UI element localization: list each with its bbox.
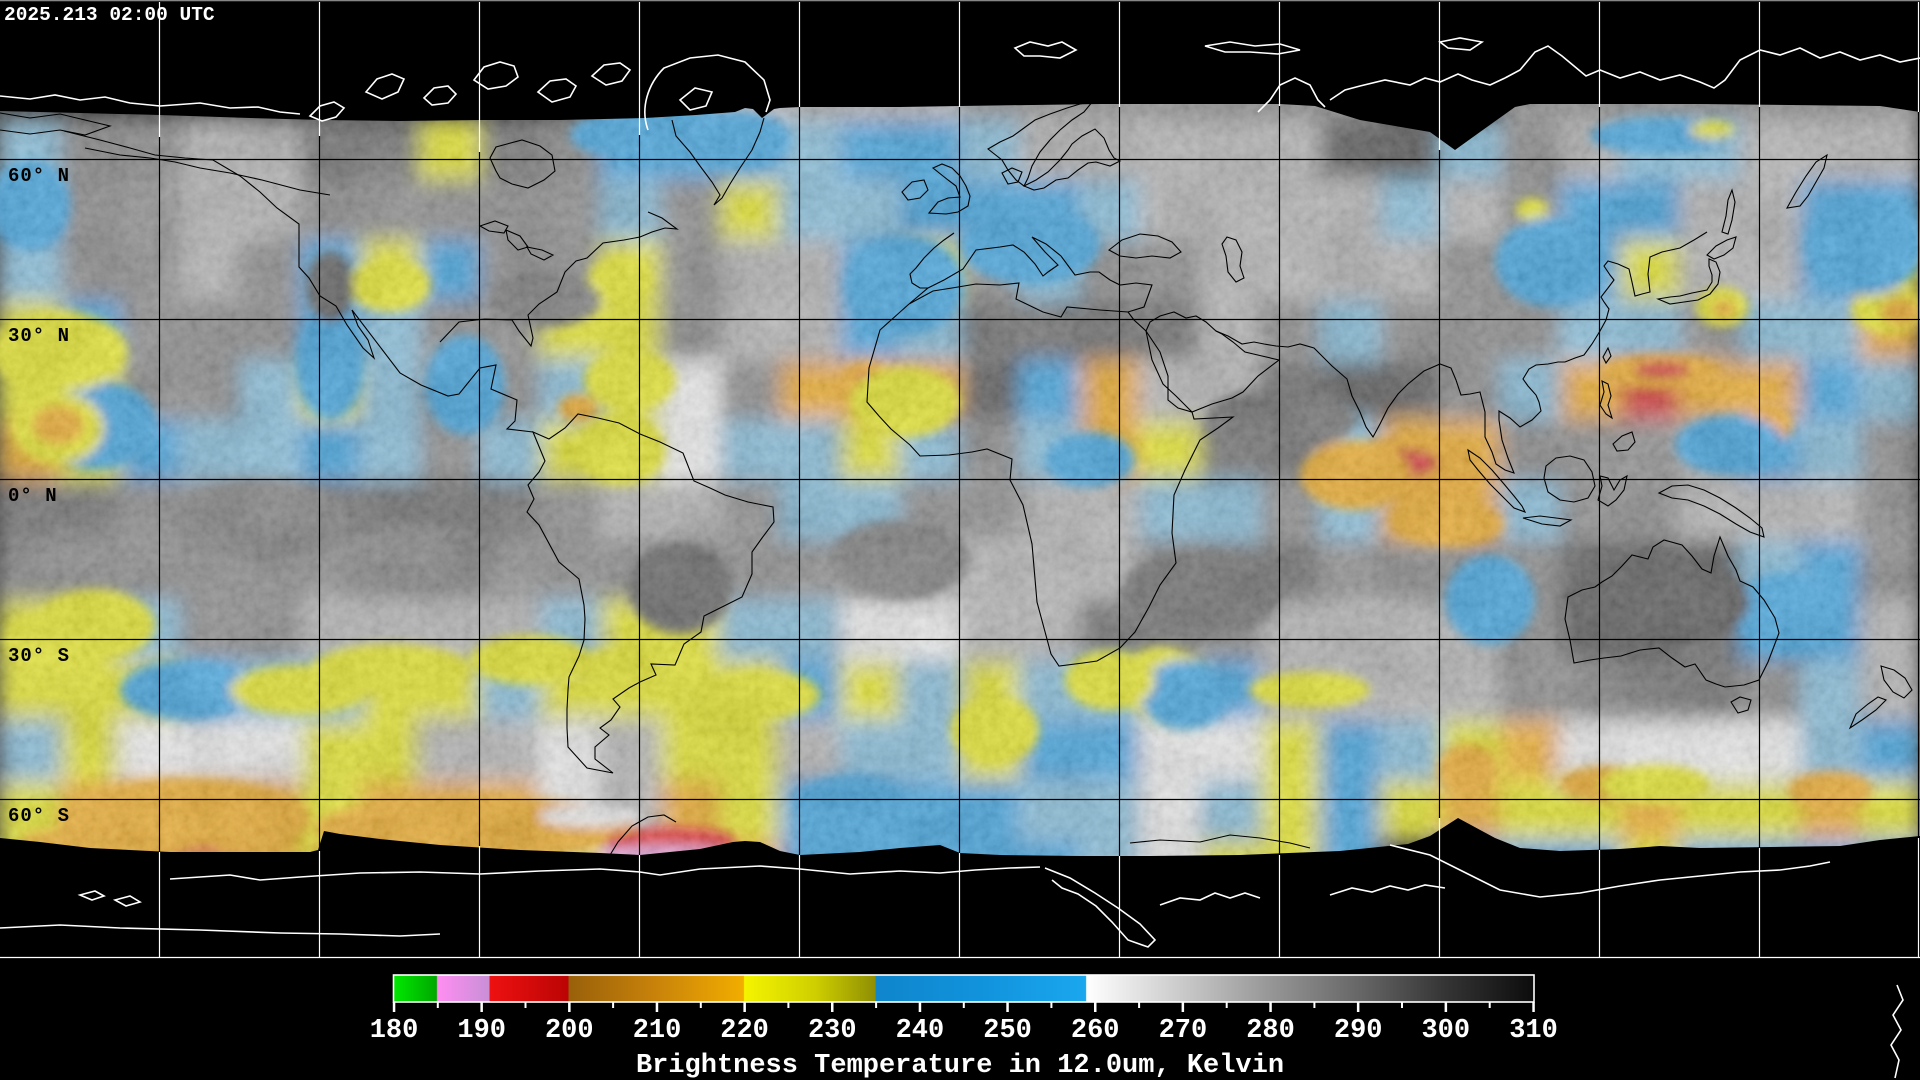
- svg-text:290: 290: [1334, 1016, 1383, 1046]
- svg-text:60° S: 60° S: [8, 805, 70, 827]
- svg-text:230: 230: [808, 1016, 857, 1046]
- svg-text:260: 260: [1071, 1016, 1120, 1046]
- svg-text:300: 300: [1421, 1016, 1470, 1046]
- svg-text:310: 310: [1509, 1016, 1558, 1046]
- svg-text:180: 180: [370, 1016, 419, 1046]
- svg-text:270: 270: [1159, 1016, 1208, 1046]
- svg-text:280: 280: [1246, 1016, 1295, 1046]
- svg-text:200: 200: [545, 1016, 594, 1046]
- svg-text:30° N: 30° N: [8, 325, 70, 347]
- svg-text:210: 210: [633, 1016, 682, 1046]
- svg-text:Brightness Temperature in 12.0: Brightness Temperature in 12.0um, Kelvin: [636, 1051, 1284, 1080]
- svg-text:60° N: 60° N: [8, 165, 70, 187]
- svg-text:250: 250: [983, 1016, 1032, 1046]
- svg-text:2025.213 02:00 UTC: 2025.213 02:00 UTC: [4, 4, 215, 26]
- svg-text:0° N: 0° N: [8, 485, 58, 507]
- svg-text:240: 240: [896, 1016, 945, 1046]
- svg-text:190: 190: [457, 1016, 506, 1046]
- svg-text:220: 220: [720, 1016, 769, 1046]
- svg-text:30° S: 30° S: [8, 645, 70, 667]
